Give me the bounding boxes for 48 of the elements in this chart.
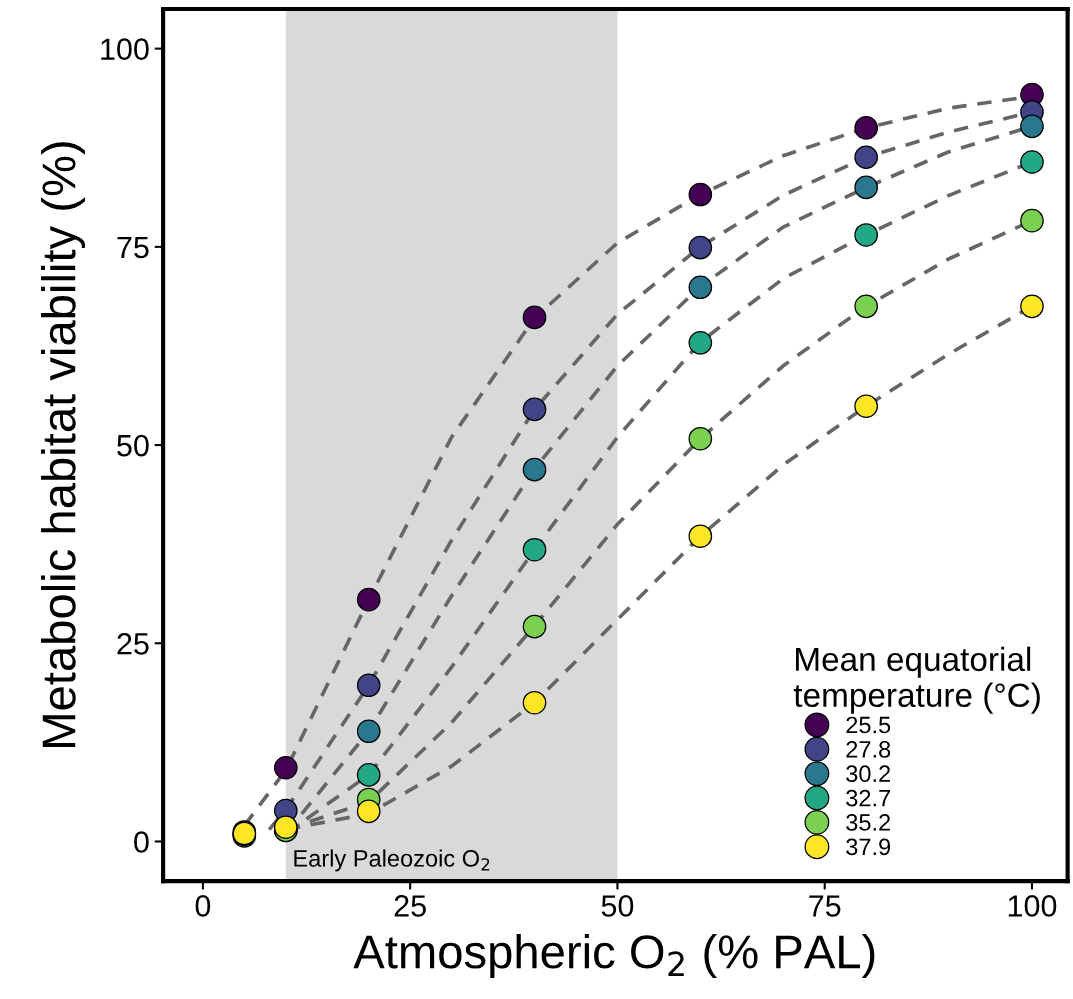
legend-title: Mean equatorial temperature (°C) xyxy=(793,646,1040,714)
x-tick-label: 50 xyxy=(601,895,634,917)
point xyxy=(854,394,878,419)
y-axis-title: Metabolic habitat viability (%) xyxy=(41,142,86,747)
point xyxy=(522,397,547,422)
legend-label: 25.5 xyxy=(846,716,891,734)
y-tick-label: 100 xyxy=(101,38,149,61)
point xyxy=(273,755,298,780)
x-tick-label: 100 xyxy=(1008,895,1057,917)
point xyxy=(854,175,878,200)
point xyxy=(854,294,878,319)
point xyxy=(688,330,713,355)
y-tick-label: 25 xyxy=(117,633,149,655)
legend-label: 32.7 xyxy=(846,789,891,807)
point xyxy=(522,305,547,330)
point xyxy=(688,182,713,207)
point xyxy=(1020,294,1044,319)
x-tick-label: 25 xyxy=(394,895,426,917)
point xyxy=(522,614,547,639)
point xyxy=(1020,150,1044,174)
point xyxy=(854,116,878,140)
point xyxy=(854,145,878,170)
point xyxy=(1020,114,1044,139)
point xyxy=(356,673,381,698)
point xyxy=(356,799,381,824)
point xyxy=(1020,208,1044,233)
point xyxy=(854,223,878,247)
point xyxy=(688,524,713,549)
point xyxy=(522,690,547,715)
point xyxy=(522,537,547,562)
point xyxy=(356,587,381,612)
point xyxy=(356,763,381,787)
y-tick-label: 50 xyxy=(117,434,149,457)
point xyxy=(522,457,547,482)
legend-label: 37.9 xyxy=(846,838,891,856)
x-axis-title: Atmospheric O$_{2}$ (% PAL) xyxy=(353,933,875,978)
point xyxy=(356,719,381,744)
y-tick-label: 75 xyxy=(117,236,149,259)
legend-label: 35.2 xyxy=(846,814,891,831)
x-tick-label: 75 xyxy=(809,895,841,917)
legend-label: 30.2 xyxy=(846,765,891,783)
y-tick-label: 0 xyxy=(134,831,149,853)
point xyxy=(688,275,713,300)
point xyxy=(688,426,713,451)
x-tick-label: 0 xyxy=(195,895,211,917)
point xyxy=(688,235,713,260)
band-label: Early Paleozoic O$_{2}$ xyxy=(294,849,490,872)
legend-label: 27.8 xyxy=(846,741,891,758)
